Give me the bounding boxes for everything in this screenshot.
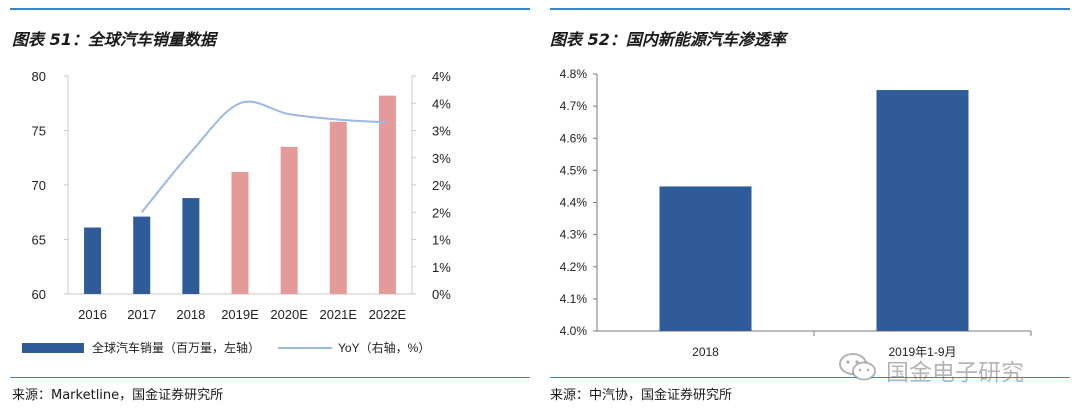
- y-right-tick-label: 1%: [432, 260, 451, 275]
- y-tick-label: 4.7%: [560, 99, 588, 113]
- bar-2022E: [378, 95, 396, 295]
- wechat-icon: [839, 353, 876, 381]
- x-tick-label: 2018: [692, 345, 719, 359]
- top-rule: [10, 8, 530, 10]
- y-tick-label: 4.0%: [560, 324, 588, 338]
- left-panel: 图表 51：全球汽车销量数据 60 65 70 75 80 0% 1% 1% 2% 2% 3% 3% 4…: [10, 8, 530, 403]
- y-right-tick-label: 0%: [432, 287, 451, 302]
- x-tick-label: 2021E: [319, 307, 357, 322]
- y-right-tick-label: 2%: [432, 178, 451, 193]
- x-tick-label: 2018: [176, 307, 205, 322]
- watermark: 国金电子研究: [838, 350, 1053, 386]
- x-tick-label: 2022E: [369, 307, 407, 322]
- y-right-tick-label: 4%: [432, 96, 451, 111]
- y-tick-label: 4.6%: [560, 131, 588, 145]
- bar-2016: [84, 227, 102, 294]
- y-right-tick-label: 3%: [432, 151, 451, 166]
- top-rule: [550, 8, 1070, 10]
- bar-2018: [182, 198, 200, 294]
- y-right-tick-label: 4%: [432, 69, 451, 84]
- chart-title-left: 图表 51：全球汽车销量数据: [12, 30, 216, 49]
- y-left-tick-label: 60: [32, 287, 46, 302]
- right-panel: 图表 52：国内新能源汽车渗透率 4.0% 4.1% 4.2% 4.3% 4.4% 4.5…: [540, 0, 1080, 415]
- y-tick-label: 4.8%: [560, 67, 588, 81]
- bar-2018: [659, 186, 752, 331]
- y-right-tick-label: 3%: [432, 124, 451, 139]
- bar-2017: [133, 216, 151, 294]
- legend-label-sales: 全球汽车销量（百万量，左轴）: [92, 340, 260, 355]
- y-tick-label: 4.3%: [560, 228, 588, 242]
- y-tick-label: 4.1%: [560, 292, 588, 306]
- source-left: 来源：Marketline，国金证券研究所: [12, 388, 224, 403]
- bar-2019年1-9月: [876, 90, 969, 331]
- x-tick-label: 2017: [127, 307, 156, 322]
- x-tick-label: 2020E: [270, 307, 308, 322]
- yoy-line: [140, 100, 388, 213]
- watermark-text: 国金电子研究: [886, 360, 1024, 386]
- bar-2019E: [231, 171, 249, 294]
- y-left-tick-label: 80: [32, 69, 46, 84]
- bottom-rule: [10, 377, 530, 378]
- y-tick-label: 4.5%: [560, 163, 588, 177]
- y-left-tick-label: 65: [32, 233, 46, 248]
- y-right-tick-label: 1%: [432, 233, 451, 248]
- y-tick-label: 4.2%: [560, 260, 588, 274]
- x-tick-label: 2016: [78, 307, 107, 322]
- bar-2021E: [329, 121, 347, 294]
- source-right: 来源：中汽协，国金证券研究所: [550, 388, 733, 403]
- y-left-tick-label: 75: [32, 124, 46, 139]
- bar-2020E: [280, 146, 298, 294]
- y-right-tick-label: 2%: [432, 205, 451, 220]
- chart-title-right: 图表 52：国内新能源汽车渗透率: [550, 30, 786, 49]
- bar-chart-nev-penetration: 4.0% 4.1% 4.2% 4.3% 4.4% 4.5% 4.6% 4.7% 4.8% 2018…: [560, 67, 1032, 359]
- x-tick-label: 2019年1-9月: [888, 345, 956, 359]
- legend-swatch-sales: [22, 343, 84, 353]
- y-left-tick-label: 70: [32, 178, 46, 193]
- y-tick-label: 4.4%: [560, 196, 588, 210]
- legend-label-yoy: YoY（右轴，%）: [338, 340, 430, 355]
- x-tick-label: 2019E: [221, 307, 259, 322]
- bottom-rule: [550, 377, 1070, 378]
- combo-chart-global-sales: 60 65 70 75 80 0% 1% 1% 2% 2% 3% 3% 4% 4% 2016 2017 2018…: [22, 69, 451, 355]
